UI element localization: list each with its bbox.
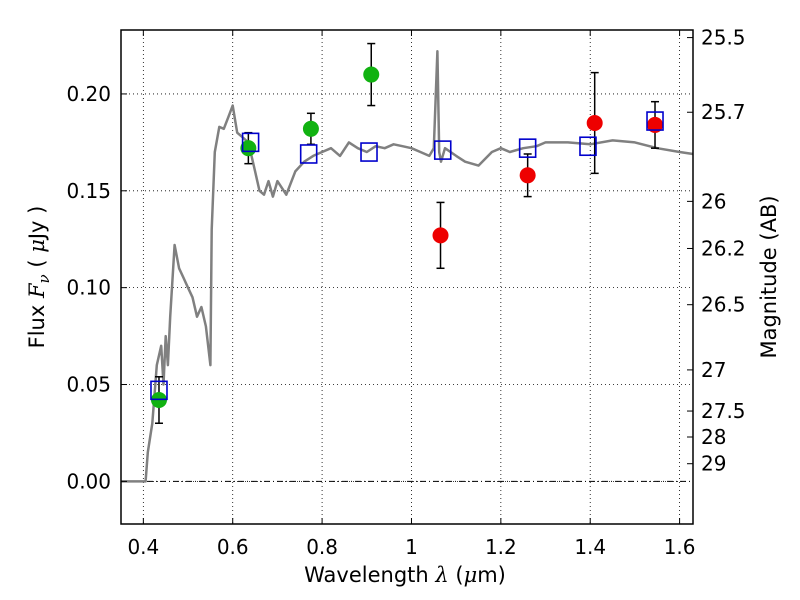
red-data-point [519,167,536,184]
magnitude-tick-label: 26.2 [701,236,746,260]
grid [121,30,693,524]
red-data-point [647,116,664,133]
magnitude-tick-label: 28 [701,425,726,449]
green-data-point [240,140,257,157]
model-spectrum-line [121,50,694,483]
red-data-point [432,227,449,244]
model-band-square [299,144,318,164]
magnitude-tick-label: 25.5 [701,26,746,50]
magnitude-axis: 25.5 25.7 26 26.2 26.5 27 27.528 29 [687,26,746,476]
magnitude-tick-label: 25.7 [701,100,746,124]
x-tick-label: 1.6 [664,535,696,559]
x-tick-label: 1.4 [574,535,606,559]
green-data-point [302,120,319,137]
plot-area [121,30,693,524]
magnitude-tick-label: 26 [701,189,726,213]
red-data-point [586,114,603,131]
y-tick-label: 0.20 [66,82,111,106]
y-tick-label: 0.10 [66,276,111,300]
data-layer [121,42,694,483]
plot-frame [120,29,694,525]
y-tick-label: 0.00 [66,469,111,493]
x-tick-label: 0.4 [127,535,159,559]
model-band-square [241,132,260,153]
x-tick-label: 0.8 [306,535,338,559]
model-band-square [433,140,452,160]
y-tick-label: 0.05 [66,373,111,397]
x-tick-label: 0.6 [217,535,249,559]
x-axis: 0.4 0.6 0.8 1 1.2 1.4 1.6 [127,30,696,559]
y-axis-label: Flux Fν ( μJy ) [25,206,53,349]
x-tick-label: 1.2 [485,535,517,559]
y-axis: 0.00 0.05 0.10 0.15 0.20 [66,82,127,493]
model-band-square [579,136,597,157]
model-band-square [518,138,537,158]
y-tick-label: 0.15 [66,179,111,203]
green-data-point [363,66,380,83]
x-axis-label: Wavelength λ (μm) [304,563,506,587]
model-band-square [360,142,378,162]
magnitude-tick-label: 26.5 [701,293,746,317]
magnitude-axis-label: Magnitude (AB) [757,195,781,358]
magnitude-tick-label: 27.5 [701,399,746,423]
model-band-square [646,111,664,131]
x-tick-label: 1 [405,535,418,559]
magnitude-tick-label: 29 [701,452,726,476]
model-band-square [150,380,168,401]
magnitude-tick-label: 27 [701,358,726,382]
